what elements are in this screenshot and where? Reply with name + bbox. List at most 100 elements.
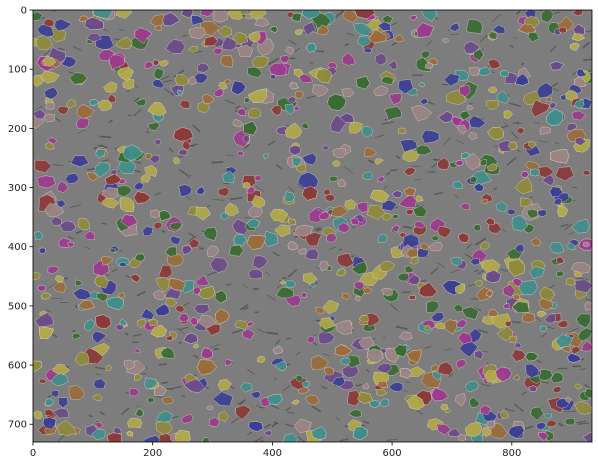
crack-mark <box>295 351 301 356</box>
crack-mark <box>67 235 74 240</box>
particle-segment <box>176 89 184 96</box>
particle-segment <box>362 47 373 54</box>
particle-segment <box>40 70 60 84</box>
particle-segment <box>285 46 295 55</box>
particle-segment <box>297 247 309 255</box>
particle-segment <box>181 244 193 255</box>
crack-mark <box>537 140 549 143</box>
particle-segment <box>34 231 43 240</box>
particle-segment <box>56 199 67 209</box>
particle-segment <box>133 191 152 204</box>
particle-segment <box>391 190 403 199</box>
particle-segment <box>196 359 218 376</box>
crack-mark <box>580 358 585 361</box>
crack-mark <box>311 405 322 413</box>
crack-mark <box>75 229 83 235</box>
particle-segment <box>575 137 587 146</box>
particle-segment <box>353 426 369 441</box>
particle-segment <box>92 331 107 344</box>
crack-mark <box>97 144 106 149</box>
particle-segment <box>108 248 116 253</box>
crack-mark <box>386 438 398 441</box>
particle-segment <box>235 404 252 420</box>
particle-segment <box>461 306 479 321</box>
particle-segment <box>263 153 270 160</box>
particle-segment <box>550 149 570 164</box>
particle-segment <box>324 194 336 202</box>
particle-segment <box>487 58 501 69</box>
particle-segment <box>263 430 273 437</box>
crack-mark <box>288 39 297 46</box>
crack-mark <box>163 79 173 83</box>
crack-mark <box>444 348 453 351</box>
crack-mark <box>425 40 433 47</box>
particle-segment <box>463 41 481 55</box>
crack-mark <box>54 117 62 123</box>
particle-segment <box>517 23 537 34</box>
crack-mark <box>456 139 464 144</box>
particle-segment <box>421 10 438 22</box>
particle-segment <box>514 73 529 86</box>
particle-segment <box>57 105 69 116</box>
crack-mark <box>545 326 555 330</box>
crack-mark <box>255 403 260 407</box>
particle-segment <box>571 262 591 274</box>
particle-segment <box>457 124 467 135</box>
particle-segment <box>135 408 144 418</box>
particle-segment <box>332 148 347 158</box>
particle-segment <box>52 407 70 419</box>
particle-segment <box>134 373 142 381</box>
particle-segment <box>507 141 518 150</box>
particle-segment <box>143 435 161 442</box>
crack-mark <box>188 232 197 239</box>
particle-segment <box>147 101 167 117</box>
crack-mark <box>224 99 235 105</box>
particle-segment <box>537 310 548 317</box>
particle-segment <box>431 311 445 322</box>
particle-segment <box>92 10 113 19</box>
crack-mark <box>508 102 521 107</box>
crack-mark <box>244 217 257 219</box>
particle-segment <box>362 287 373 294</box>
particle-segment <box>564 418 576 426</box>
particle-segment <box>289 145 302 156</box>
x-tick-label: 0 <box>30 448 36 459</box>
particle-segment <box>239 382 253 393</box>
particle-segment <box>44 398 54 406</box>
crack-mark <box>314 227 322 234</box>
particle-segment <box>495 201 508 212</box>
particle-segment <box>162 12 181 27</box>
particle-segment <box>398 331 413 341</box>
particle-segment <box>175 304 185 313</box>
particle-segment <box>407 274 420 285</box>
crack-mark <box>43 50 51 57</box>
particle-segment <box>212 391 234 407</box>
particle-segment <box>431 371 442 381</box>
particle-segment <box>67 242 74 248</box>
particle-segment <box>134 27 153 44</box>
particle-segment <box>545 419 558 428</box>
particle-segment <box>452 181 463 190</box>
particle-segment <box>193 343 200 349</box>
particle-segment <box>418 82 426 87</box>
crack-mark <box>133 109 142 117</box>
particle-segment <box>212 47 223 55</box>
particle-segment <box>387 60 398 70</box>
crack-mark <box>375 134 385 139</box>
particle-segment <box>496 90 510 104</box>
particle-segment <box>526 208 539 219</box>
particle-segment <box>148 318 159 327</box>
particle-segment <box>354 10 376 20</box>
particle-segment <box>94 148 106 159</box>
crack-mark <box>390 169 398 172</box>
crack-mark <box>161 381 168 384</box>
particle-segment <box>113 426 123 435</box>
particle-segment <box>397 79 414 95</box>
particle-segment <box>301 381 310 388</box>
particle-segment <box>404 265 414 274</box>
particle-segment <box>543 412 552 419</box>
particle-segment <box>361 382 370 390</box>
crack-mark <box>178 168 189 177</box>
particle-segment <box>455 392 466 407</box>
particle-segment <box>271 105 282 116</box>
